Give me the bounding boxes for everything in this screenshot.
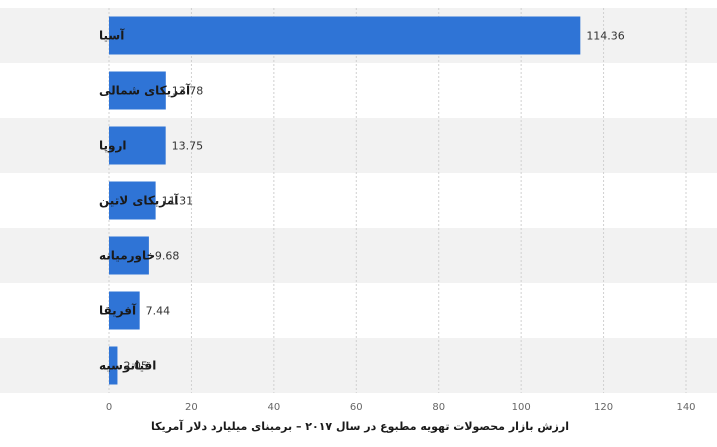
x-tick-label: 140 [676, 402, 695, 413]
bar [109, 181, 156, 220]
data-label: 11.31 [162, 195, 194, 208]
data-label: 7.44 [146, 305, 171, 318]
data-label: 13.78 [172, 85, 204, 98]
data-label: 2.05 [123, 360, 148, 373]
x-axis-ticks: 0 20 40 60 80 100 120 140 [106, 402, 696, 413]
bar [109, 16, 581, 55]
bar [109, 291, 140, 330]
x-tick-label: 40 [267, 402, 280, 413]
category-label: اقیانوسیه [99, 359, 156, 374]
data-label: 13.75 [172, 140, 204, 153]
category-label: آسیا [99, 28, 125, 43]
x-tick-label: 120 [594, 402, 613, 413]
data-label: 9.68 [155, 250, 180, 263]
category-label: آفریقا [99, 303, 137, 318]
data-label: 114.36 [586, 30, 625, 43]
x-tick-label: 100 [512, 402, 531, 413]
category-label: اروپا [99, 139, 127, 154]
row-band [0, 338, 717, 393]
value-labels: 114.36 13.78 13.75 11.31 9.68 7.44 2.05 [123, 30, 624, 373]
x-tick-label: 80 [432, 402, 445, 413]
x-tick-label: 20 [185, 402, 198, 413]
bars [109, 16, 581, 385]
category-labels: آسیا آمریکای شمالی اروپا آمریکای لاتین خاورم… [99, 28, 191, 374]
bar [109, 346, 118, 385]
x-tick-label: 60 [350, 402, 363, 413]
bar [109, 71, 166, 110]
category-label: خاورمیانه [99, 249, 155, 264]
x-axis-title: ارزش بازار محصولات تهویه مطبوع در سال ۲۰… [151, 419, 569, 433]
category-label: آمریکای لاتین [99, 193, 179, 208]
gridlines [108, 8, 687, 393]
bar [109, 236, 149, 275]
bar [109, 126, 166, 165]
x-tick-label: 0 [106, 402, 112, 413]
category-label: آمریکای شمالی [99, 83, 191, 98]
